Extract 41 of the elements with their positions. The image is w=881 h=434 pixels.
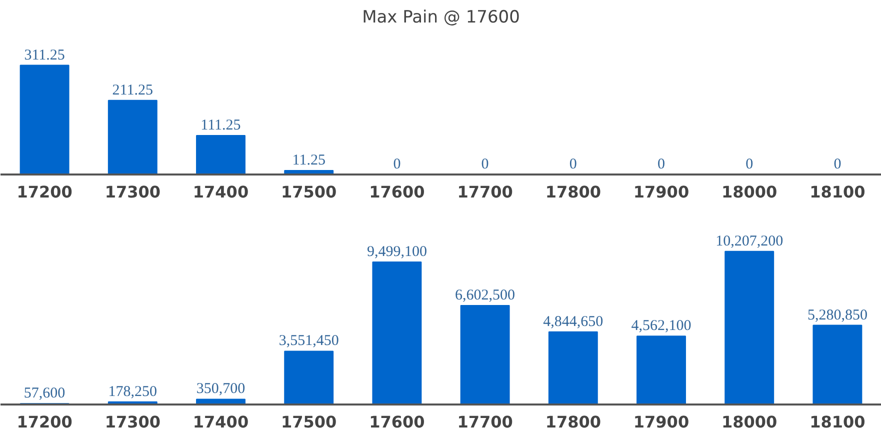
x-tick-label: 17400: [192, 412, 249, 432]
x-tick-label: 17500: [281, 182, 337, 202]
data-label: 311.25: [24, 47, 65, 64]
data-label: 0: [481, 156, 489, 172]
x-tick-label: 17200: [16, 182, 72, 202]
x-tick-label: 18100: [810, 412, 866, 432]
x-tick-label: 17700: [457, 412, 513, 432]
data-label: 111.25: [200, 117, 241, 134]
data-label: 0: [834, 156, 842, 172]
data-label: 57,600: [24, 386, 66, 402]
x-tick-label: 17200: [16, 412, 72, 432]
x-tick-label: 18000: [722, 182, 778, 202]
x-tick-label: 17300: [104, 182, 160, 202]
data-label: 178,250: [108, 384, 158, 400]
data-label: 10,207,200: [716, 233, 784, 250]
data-label: 4,562,100: [631, 318, 692, 334]
x-tick-label: 18100: [810, 182, 866, 202]
data-label: 211.25: [112, 82, 154, 98]
x-tick-label: 17600: [369, 412, 425, 432]
x-tick-label: 18000: [722, 412, 778, 432]
data-label: 0: [746, 156, 754, 172]
x-tick-label: 17800: [545, 412, 601, 432]
x-tick-label: 17700: [457, 182, 513, 202]
data-label: 3,551,450: [278, 333, 339, 350]
x-tick-label: 17600: [369, 182, 425, 202]
data-label: 9,499,100: [366, 244, 427, 260]
data-label: 11.25: [292, 152, 326, 169]
data-label: 6,602,500: [455, 287, 516, 304]
data-label: 4,844,650: [543, 314, 604, 330]
data-label: 0: [569, 156, 577, 172]
x-tick-label: 17500: [281, 412, 337, 432]
x-tick-label: 17900: [633, 412, 690, 432]
data-label: 350,700: [196, 381, 246, 398]
data-label: 0: [393, 156, 401, 172]
x-tick-label: 17800: [545, 182, 601, 202]
x-tick-label: 17400: [192, 182, 249, 202]
data-label: 0: [658, 156, 665, 172]
chart-title: Max Pain @ 17600: [362, 8, 520, 28]
x-tick-label: 17300: [104, 412, 160, 432]
data-label: 5,280,850: [807, 307, 868, 324]
x-tick-label: 17900: [633, 182, 690, 202]
